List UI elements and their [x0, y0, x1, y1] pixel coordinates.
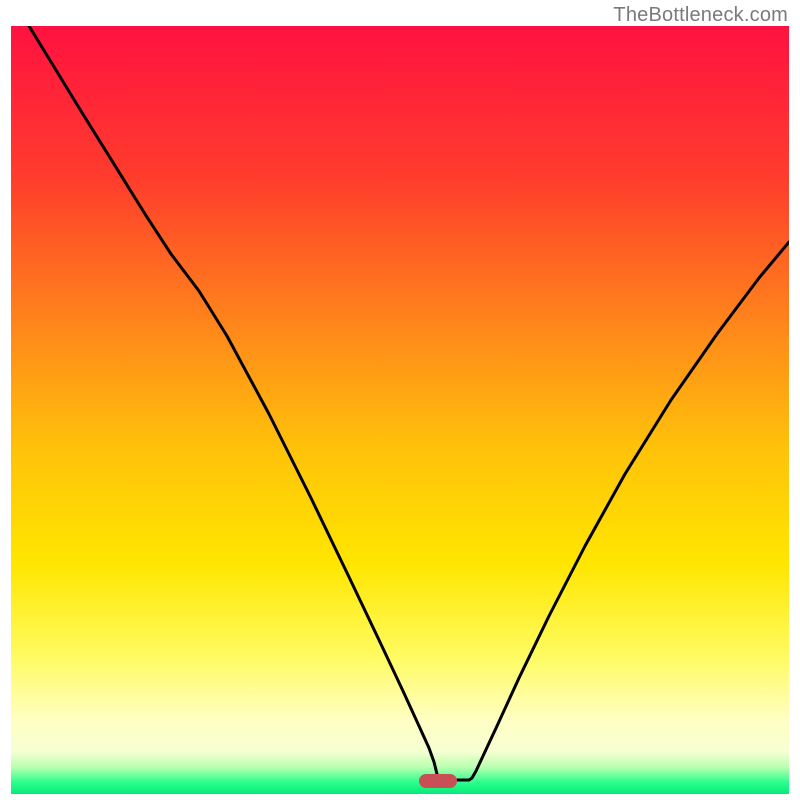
plot-area — [11, 26, 789, 794]
curve-svg — [11, 26, 789, 794]
chart-container: TheBottleneck.com — [0, 0, 800, 800]
trough-marker — [419, 774, 457, 788]
bottleneck-curve — [29, 26, 789, 780]
attribution-text: TheBottleneck.com — [613, 4, 788, 27]
